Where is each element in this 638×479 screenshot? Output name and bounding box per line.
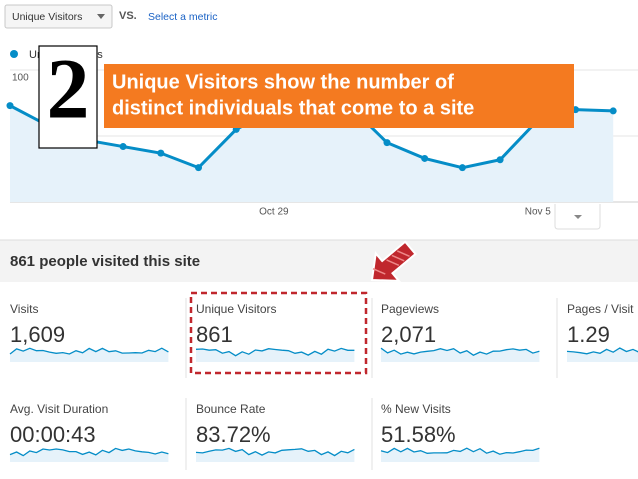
metric-value: 83.72% [196,422,271,447]
sparkline [9,447,169,457]
dropdown-label: Unique Visitors [12,11,82,23]
point [421,154,429,162]
tab-caret [574,215,582,219]
sparkline-area [10,348,169,362]
metric-label: % New Visits [381,402,451,416]
pointer-arrow [370,240,417,283]
sparkline [566,347,638,355]
point [195,164,202,172]
sparkline-area [381,448,540,462]
sparkline [380,347,540,356]
summary-heading: 861 people visited this site [10,253,200,270]
metric-value: 2,071 [381,322,436,347]
step-number: 2 [47,41,90,137]
point [383,139,391,147]
sparkline [195,347,355,357]
metric-label: Pages / Visit [567,302,634,316]
metric-value: 1,609 [10,322,65,347]
sparkline [195,447,355,457]
legend-dot [10,50,18,58]
heading-bar [0,240,638,282]
x-tick-label: Nov 5 [525,207,552,218]
metric-value: 00:00:43 [10,422,96,447]
metric-label: Pageviews [381,302,439,316]
sparkline [9,347,169,355]
metric-label: Avg. Visit Duration [10,402,108,416]
metric-value: 861 [196,322,233,347]
dropdown-caret [97,14,105,19]
metric-dropdown[interactable] [4,4,113,29]
area [10,100,614,202]
callout-line: distinct individuals that come to a site [112,97,474,119]
point [609,107,617,115]
vs-label: VS. [119,10,137,22]
sparkline-area [567,348,638,362]
x-tick-label: Oct 29 [259,207,289,218]
point [496,156,504,164]
metric-label: Visits [10,302,38,316]
y-tick-label: 100 [12,73,29,84]
point [119,143,127,151]
sparkline [380,447,540,455]
metric-value: 1.29 [567,322,610,347]
sparkline-area [381,348,540,362]
metric-label: Unique Visitors [196,302,276,316]
metric-value: 51.58% [381,422,456,447]
callout-banner [104,64,574,128]
select-metric-link[interactable]: Select a metric [148,11,217,23]
point [157,149,165,157]
point [6,102,14,110]
sparkline-area [10,448,169,462]
point [458,164,466,172]
callout-line: Unique Visitors show the number of [112,71,454,93]
metric-label: Bounce Rate [196,402,266,416]
highlight-box [189,291,368,375]
step-number-box [38,45,98,149]
metric-tiles: Visits 1,609 Unique Visitors 861 Pageviews 2,… [9,298,638,470]
